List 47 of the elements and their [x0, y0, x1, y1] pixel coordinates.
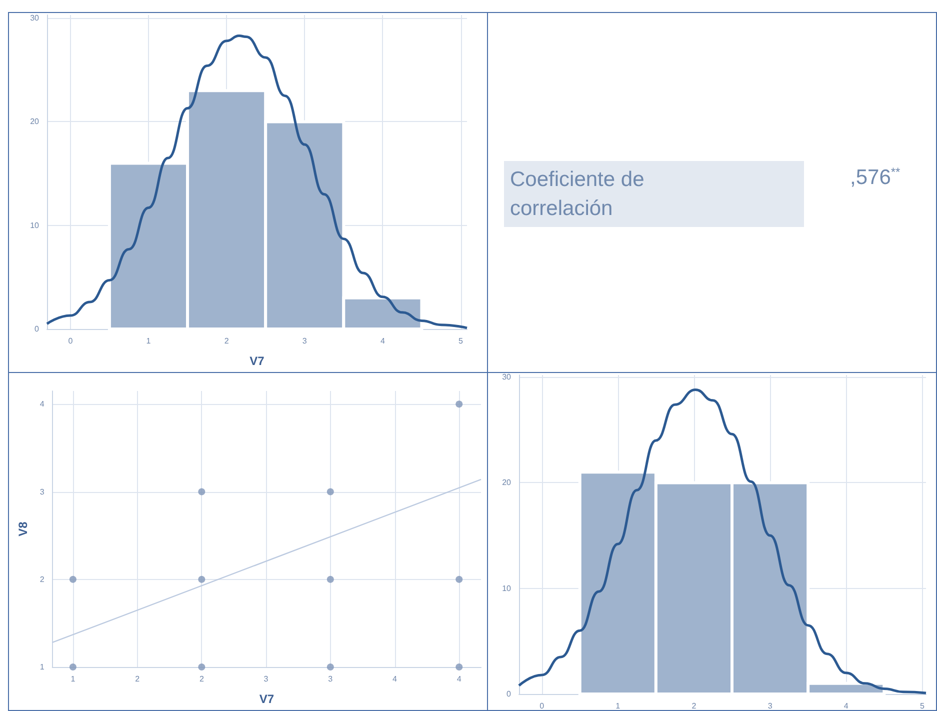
y-tick-label: 30 — [30, 14, 40, 23]
x-tick-label: 5 — [458, 336, 464, 346]
y-tick-label: 20 — [30, 117, 40, 126]
x-tick-label: 1 — [70, 674, 76, 684]
point — [326, 576, 334, 583]
y-tick-label: 30 — [502, 372, 512, 382]
x-tick-label: 4 — [392, 674, 398, 684]
x-tick-label: 3 — [768, 702, 773, 710]
y-axis-title: V8 — [16, 521, 30, 536]
x-tick-label: 5 — [920, 702, 925, 710]
x-tick-label: 0 — [540, 702, 545, 710]
y-tick-label: 10 — [502, 584, 512, 593]
y-tick-label: 10 — [30, 220, 40, 230]
point — [456, 664, 463, 670]
point — [69, 664, 76, 670]
y-tick-label: 20 — [502, 478, 512, 488]
point — [456, 576, 463, 583]
x-tick-label: 4 — [844, 702, 849, 710]
text: Coeficiente de correlación — [504, 161, 804, 227]
point — [198, 576, 206, 583]
x-tick-label: 0 — [68, 336, 74, 346]
point — [326, 488, 334, 496]
x-tick-label: 4 — [456, 674, 462, 684]
x-tick-label: 3 — [302, 336, 308, 346]
y-tick-label: 0 — [34, 324, 40, 334]
point — [456, 400, 463, 408]
y-tick-label: 1 — [40, 662, 45, 672]
y-tick-label: 3 — [40, 487, 45, 496]
point — [198, 488, 206, 496]
y-tick-label: 0 — [506, 690, 512, 698]
y-tick-label: 2 — [40, 574, 45, 584]
x-tick-label: 2 — [692, 702, 697, 710]
x-tick-label: 1 — [616, 702, 621, 710]
x-axis-title: V7 — [250, 354, 265, 368]
x-tick-label: 3 — [328, 674, 334, 684]
x-tick-label: 4 — [380, 336, 386, 346]
x-tick-label: 2 — [135, 674, 140, 684]
point — [69, 576, 76, 583]
point — [198, 664, 206, 670]
y-tick-label: 4 — [40, 400, 45, 409]
x-tick-label: 2 — [224, 336, 230, 346]
x-tick-label: 2 — [199, 674, 204, 684]
text: ,576$^{**}$ — [850, 165, 900, 190]
x-axis-title: V7 — [259, 692, 274, 706]
x-tick-label: 3 — [264, 674, 269, 684]
point — [326, 664, 334, 670]
x-tick-label: 1 — [146, 336, 152, 346]
